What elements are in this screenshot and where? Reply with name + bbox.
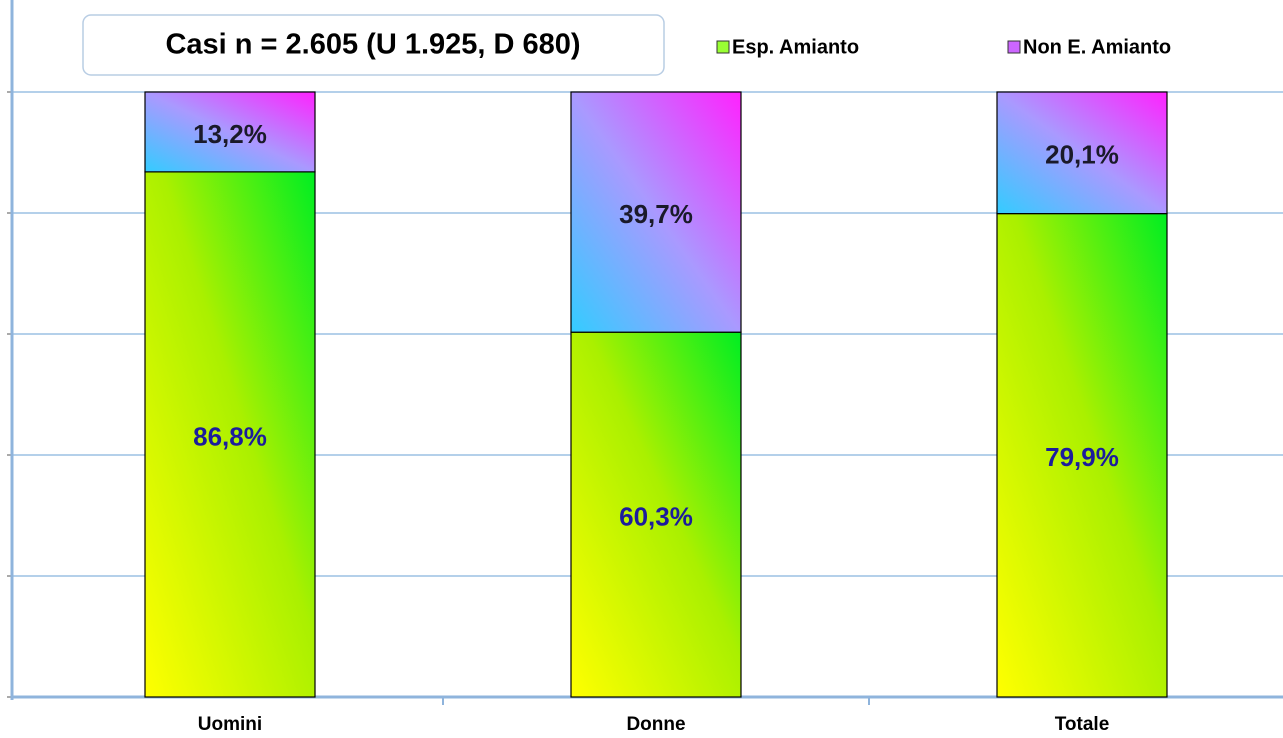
title-box bbox=[82, 14, 665, 76]
data-label: 39,7% bbox=[619, 199, 693, 229]
bar-segment bbox=[144, 91, 316, 173]
data-label: 13,2% bbox=[193, 119, 267, 149]
legend-label: Non E. Amianto bbox=[1023, 36, 1171, 58]
x-tick-label: Donne bbox=[626, 714, 685, 735]
chart-title: Casi n = 2.605 (U 1.925, D 680) bbox=[165, 29, 580, 61]
bar-segment bbox=[570, 91, 742, 333]
legend-label: Esp. Amianto bbox=[732, 36, 859, 58]
bar-segment bbox=[996, 91, 1168, 215]
legend-swatch bbox=[1007, 40, 1021, 54]
bar-segment bbox=[144, 171, 316, 698]
x-tick-label: Uomini bbox=[198, 714, 262, 735]
legend-swatch bbox=[716, 40, 730, 54]
bar-segment bbox=[996, 213, 1168, 698]
data-label: 60,3% bbox=[619, 501, 693, 531]
data-label: 79,9% bbox=[1045, 442, 1119, 472]
data-label: 86,8% bbox=[193, 421, 267, 451]
x-tick-label: Totale bbox=[1055, 714, 1110, 735]
data-label: 20,1% bbox=[1045, 140, 1119, 170]
